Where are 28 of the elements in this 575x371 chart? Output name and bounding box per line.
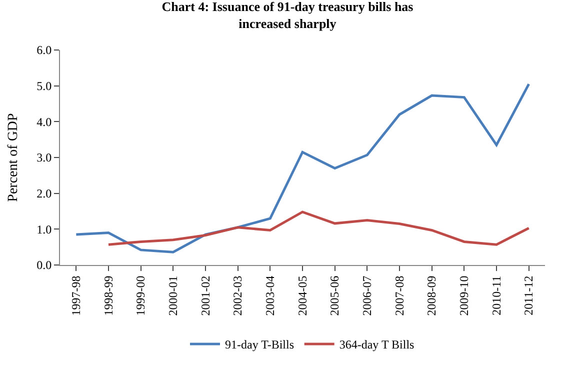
x-tick-label: 2001-02 [198,276,212,316]
y-tick-label: 5.0 [36,79,52,94]
y-tick-label: 3.0 [36,150,52,165]
legend-label: 364-day T Bills [339,338,415,352]
x-tick-label: 2006-07 [360,276,374,316]
x-tick-label: 2003-04 [263,276,278,316]
y-tick-label: 6.0 [36,43,52,58]
legend-label: 91-day T-Bills [225,338,294,352]
x-tick-label: 2009-10 [457,276,472,316]
x-tick-label: 1997-98 [69,276,84,316]
x-tick-label: 2008-09 [424,276,439,316]
line-series [107,210,530,246]
x-tick-label: 2010-11 [489,276,504,316]
y-axis-title: Percent of GDP [6,112,22,202]
y-tick-label: 0.0 [36,258,52,272]
x-tick-label: 2007-08 [392,276,406,316]
chart-title: Chart 4: Issuance of 91-day treasury bills has increased sharply [162,0,414,32]
x-tick-label: 2004-05 [295,276,310,316]
x-tick-label: 1998-99 [101,276,116,316]
line-series [74,82,530,254]
x-tick-label: 2000-01 [166,276,180,316]
x-tick-label: 2002-03 [230,276,245,316]
x-tick-label: 1999-00 [134,276,148,316]
y-tick-label: 4.0 [36,114,52,129]
x-tick-label: 2011-12 [522,276,536,316]
x-tick-label: 2005-06 [328,276,342,316]
y-tick-label: 2.0 [36,186,52,201]
y-tick-label: 1.0 [36,222,52,236]
